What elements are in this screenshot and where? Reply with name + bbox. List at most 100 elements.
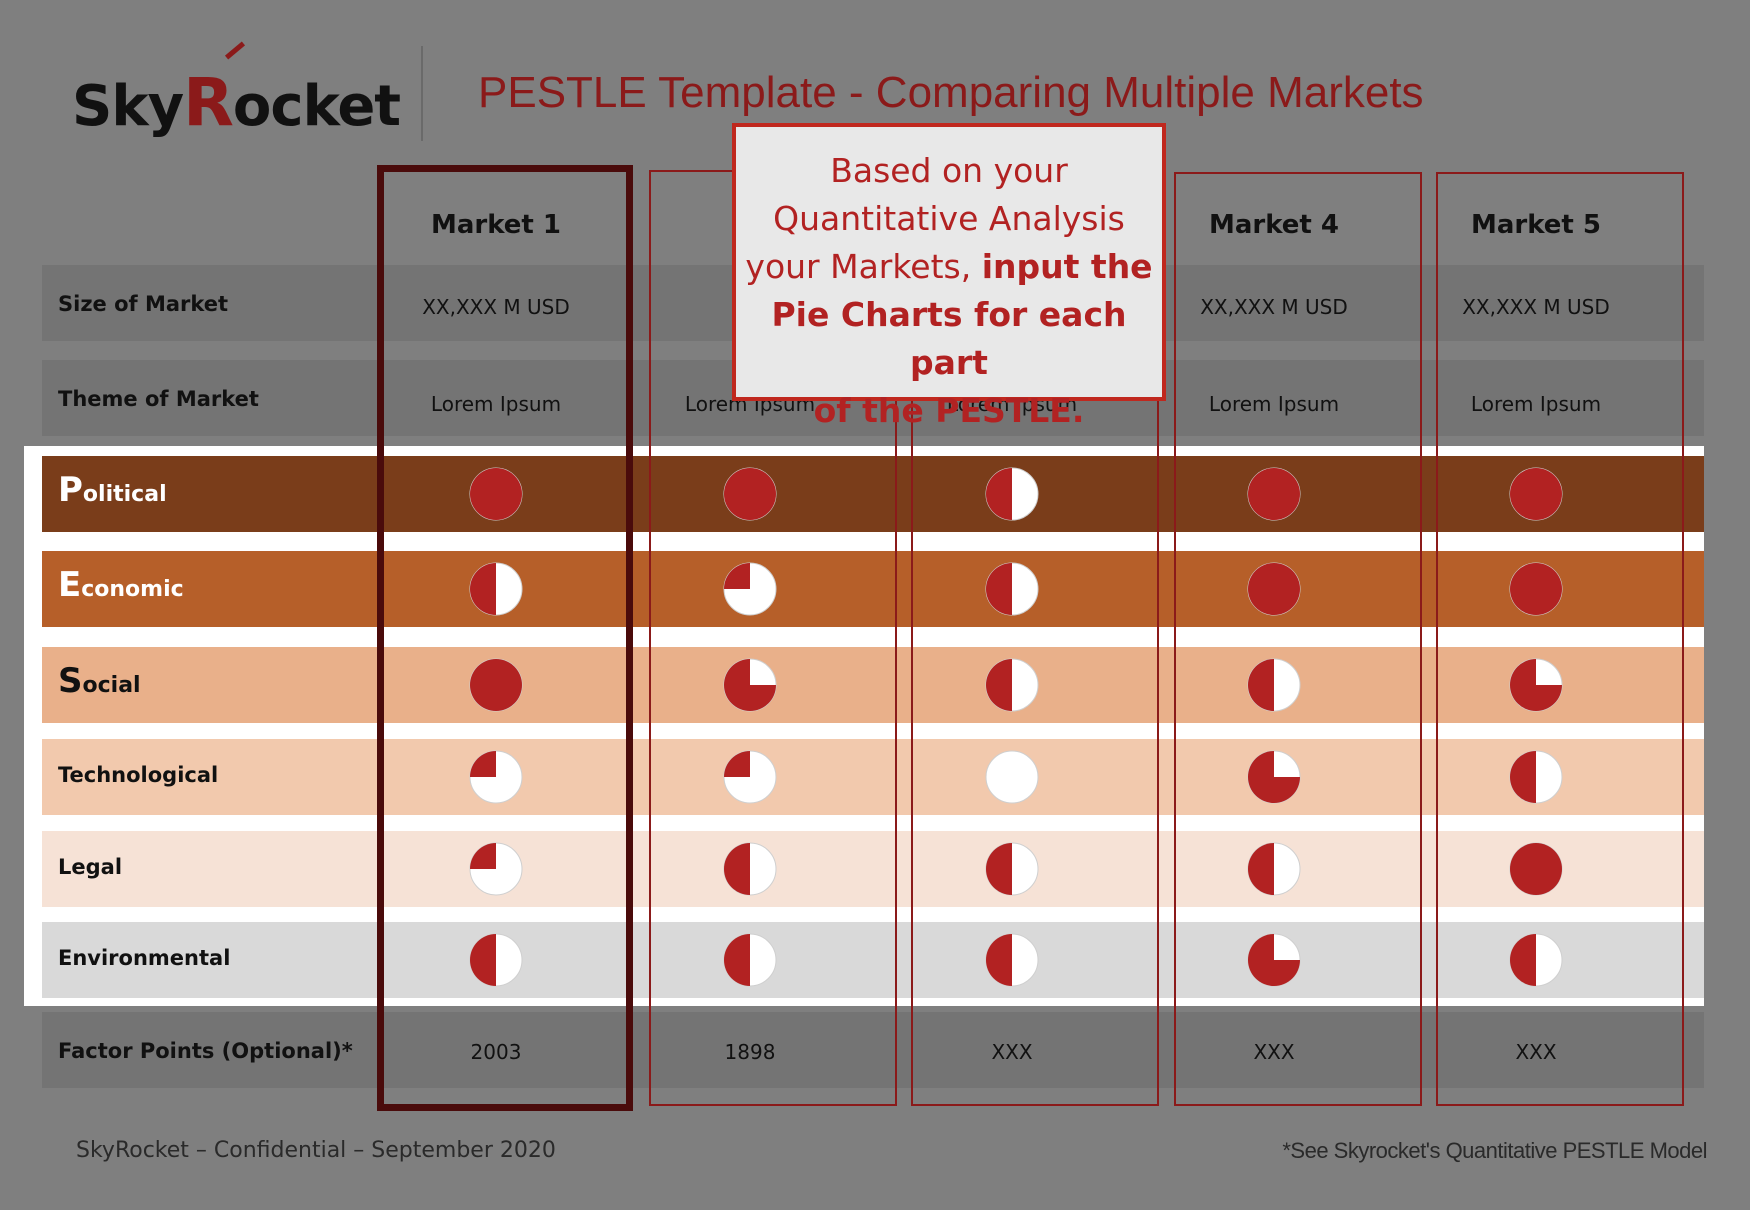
size-cell: XX,XXX M USD (422, 295, 570, 319)
pie-chart-icon (1247, 750, 1301, 804)
size-row-label: Size of Market (58, 292, 229, 316)
pestle-row-band (42, 739, 1704, 815)
pie-slice (1248, 659, 1274, 711)
pestle-row-label: Technological (58, 763, 218, 787)
pie-chart-icon (985, 933, 1039, 987)
market-column-frame (1174, 172, 1422, 1106)
market-header: Market 5 (1470, 210, 1602, 240)
logo-accent-icon (224, 41, 246, 60)
market-header: Market 1 (430, 210, 562, 240)
pestle-row-initial: P (58, 470, 83, 510)
pie-slice (724, 934, 750, 986)
pie-chart-icon (1247, 842, 1301, 896)
pestle-panel (24, 446, 1704, 1006)
pestle-row-label: Environmental (58, 946, 230, 970)
factor-cell: XXX (1515, 1040, 1557, 1064)
theme-cell: Lorem Ipsum (1470, 392, 1602, 416)
pie-slice (470, 659, 522, 711)
callout-line-1: Based on your (830, 151, 1068, 190)
factor-cell: XXX (991, 1040, 1033, 1064)
pie-slice (986, 468, 1012, 520)
pie-chart-icon (1509, 842, 1563, 896)
footer-model-note: *See Skyrocket's Quantitative PESTLE Mod… (1282, 1138, 1707, 1163)
pie-slice (986, 563, 1012, 615)
pie-slice (724, 659, 776, 711)
factor-cell: XXX (1253, 1040, 1295, 1064)
pestle-row-label: Economic (58, 565, 184, 605)
pie-chart-icon (723, 842, 777, 896)
pie-slice (1510, 659, 1562, 711)
pie-chart-icon (469, 562, 523, 616)
pie-chart-icon (1509, 658, 1563, 712)
logo-text-r: R (183, 64, 234, 141)
pie-chart-icon (469, 658, 523, 712)
pie-slice (470, 751, 496, 777)
pie-chart-icon (723, 750, 777, 804)
pie-chart-icon (985, 562, 1039, 616)
pie-slice (470, 563, 496, 615)
pie-chart-icon (723, 658, 777, 712)
logo-text-sky: Sky (72, 74, 184, 139)
pie-slice (1510, 934, 1536, 986)
pestle-row-name: conomic (81, 577, 184, 602)
callout-line-4: Pie Charts for each part (771, 295, 1127, 382)
pie-slice (1248, 751, 1300, 803)
page-title: PESTLE Template - Comparing Multiple Mar… (478, 68, 1424, 117)
pestle-row-name: ocial (82, 673, 141, 698)
callout-line-3-plain: your Markets, (745, 247, 982, 286)
pie-slice (986, 934, 1012, 986)
footer-confidential: SkyRocket – Confidential – September 202… (76, 1138, 556, 1163)
pestle-row-name: olitical (82, 482, 167, 507)
pestle-row-band (42, 922, 1704, 998)
pestle-row-name: Technological (58, 763, 219, 787)
pie-slice (470, 843, 496, 869)
pie-slice (1510, 563, 1562, 615)
pestle-row-label: Social (58, 661, 141, 701)
pie-slice (470, 934, 496, 986)
pie-slice (724, 843, 750, 895)
pestle-row-label: Legal (58, 855, 122, 879)
pie-background (985, 750, 1039, 804)
pie-slice (1510, 843, 1562, 895)
pie-slice (1248, 563, 1300, 615)
pie-chart-icon (1509, 562, 1563, 616)
factor-cell: 2003 (470, 1040, 522, 1064)
size-cell: XX,XXX M USD (1462, 295, 1610, 319)
pie-chart-icon (469, 467, 523, 521)
pie-chart-icon (723, 562, 777, 616)
pestle-row-initial: E (58, 565, 82, 605)
pie-slice (1510, 751, 1536, 803)
pestle-row-band (42, 647, 1704, 723)
pestle-row-name: Legal (58, 855, 123, 879)
pestle-row-name: Environmental (58, 946, 231, 970)
pie-chart-icon (469, 750, 523, 804)
pie-slice (470, 468, 522, 520)
pie-slice (986, 659, 1012, 711)
pie-chart-icon (1247, 467, 1301, 521)
pie-chart-icon (1247, 658, 1301, 712)
callout-line-5: of the PESTLE. (813, 391, 1085, 430)
callout-line-2: Quantitative Analysis (773, 199, 1125, 238)
pie-slice (724, 751, 750, 777)
theme-cell: Lorem Ipsum (430, 392, 562, 416)
pie-chart-icon (985, 467, 1039, 521)
factor-row-label: Factor Points (Optional)* (58, 1039, 353, 1063)
header-divider (421, 46, 423, 141)
factor-cell: 1898 (724, 1040, 776, 1064)
pie-chart-icon (1247, 562, 1301, 616)
theme-row-label: Theme of Market (58, 387, 259, 411)
skyrocket-logo: SkyRocket (72, 41, 401, 141)
market-column-frame (1436, 172, 1684, 1106)
pie-chart-icon (1509, 933, 1563, 987)
pie-slice (1248, 843, 1274, 895)
pie-chart-icon (985, 750, 1039, 804)
callout-line-3-bold: input the (981, 247, 1153, 286)
pie-chart-icon (985, 842, 1039, 896)
pie-chart-icon (723, 933, 777, 987)
pie-slice (724, 468, 776, 520)
pie-chart-icon (723, 467, 777, 521)
pie-chart-icon (1509, 750, 1563, 804)
pie-slice (1248, 934, 1300, 986)
pie-slice (724, 563, 750, 589)
factor-row-band (42, 1012, 1704, 1088)
